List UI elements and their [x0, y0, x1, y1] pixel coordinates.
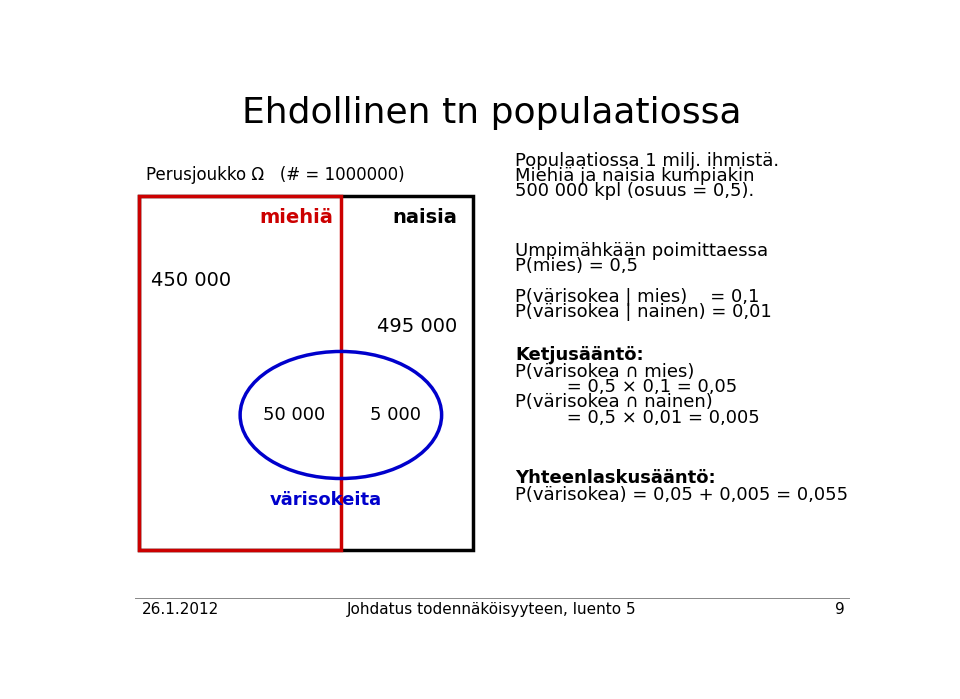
Text: = 0,5 × 0,01 = 0,005: = 0,5 × 0,01 = 0,005	[516, 409, 760, 427]
Text: Populaatiossa 1 milj. ihmistä.: Populaatiossa 1 milj. ihmistä.	[516, 152, 780, 170]
Text: värisokeita: värisokeita	[270, 491, 381, 509]
Text: 26.1.2012: 26.1.2012	[142, 602, 219, 617]
Text: Umpimähkään poimittaessa: Umpimähkään poimittaessa	[516, 242, 768, 260]
Text: Johdatus todennäköisyyteen, luento 5: Johdatus todennäköisyyteen, luento 5	[348, 602, 636, 617]
Text: miehiä: miehiä	[259, 208, 333, 226]
Bar	[139, 196, 341, 549]
Text: = 0,5 × 0,1 = 0,05: = 0,5 × 0,1 = 0,05	[516, 378, 737, 396]
Text: 495 000: 495 000	[377, 317, 457, 336]
Text: P(värisokea | mies)    = 0,1: P(värisokea | mies) = 0,1	[516, 288, 759, 306]
Text: 5 000: 5 000	[370, 406, 420, 424]
Text: 50 000: 50 000	[263, 406, 325, 424]
Text: P(mies) = 0,5: P(mies) = 0,5	[516, 257, 638, 275]
Text: 450 000: 450 000	[151, 271, 231, 289]
Text: 500 000 kpl (osuus = 0,5).: 500 000 kpl (osuus = 0,5).	[516, 182, 755, 201]
Text: Ehdollinen tn populaatiossa: Ehdollinen tn populaatiossa	[242, 96, 742, 130]
Text: Ketjusääntö:: Ketjusääntö:	[516, 346, 644, 363]
Text: P(värisokea ∩ mies): P(värisokea ∩ mies)	[516, 363, 695, 381]
Text: Perusjoukko Ω   (# = 1000000): Perusjoukko Ω (# = 1000000)	[146, 166, 404, 184]
Text: P(värisokea ∩ nainen): P(värisokea ∩ nainen)	[516, 394, 713, 412]
Bar	[139, 196, 472, 549]
Text: Yhteenlaskusääntö:: Yhteenlaskusääntö:	[516, 469, 716, 487]
Text: P(värisokea) = 0,05 + 0,005 = 0,055: P(värisokea) = 0,05 + 0,005 = 0,055	[516, 486, 849, 504]
Text: P(värisokea | nainen) = 0,01: P(värisokea | nainen) = 0,01	[516, 303, 772, 322]
Text: Miehiä ja naisia kumpiakin: Miehiä ja naisia kumpiakin	[516, 167, 755, 185]
Text: 9: 9	[835, 602, 845, 617]
Text: naisia: naisia	[393, 208, 457, 226]
